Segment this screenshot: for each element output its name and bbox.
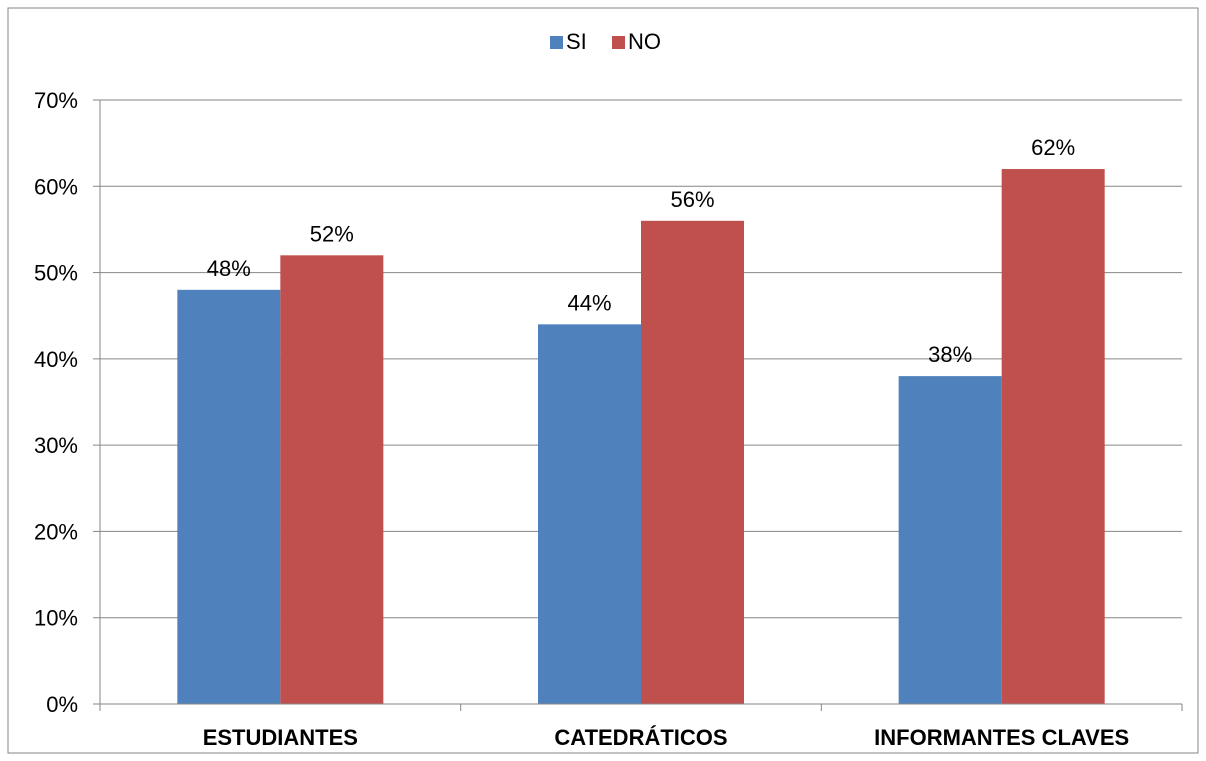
bars (177, 169, 1105, 705)
data-label: 62% (1031, 135, 1075, 160)
y-tick-label: 0% (46, 692, 78, 717)
data-label: 48% (207, 256, 251, 281)
legend-label-no: NO (628, 29, 661, 54)
x-category-label: INFORMANTES CLAVES (874, 725, 1129, 750)
y-tick-label: 40% (34, 347, 78, 372)
y-tick-label: 20% (34, 519, 78, 544)
legend-label-si: SI (566, 29, 587, 54)
data-label: 38% (928, 342, 972, 367)
y-tick-label: 10% (34, 606, 78, 631)
bar-si-2 (898, 376, 1002, 704)
labels: 0% 10% 20% 30% 40% 50% 60% 70% 48% 52% ESTUDIANTES… (34, 88, 1129, 750)
x-category-label: ESTUDIANTES (203, 725, 358, 750)
y-tick-label: 60% (34, 174, 78, 199)
axes (93, 99, 1183, 711)
bar-si-0 (177, 289, 281, 704)
y-tick-label: 70% (34, 88, 78, 113)
y-tick-label: 50% (34, 261, 78, 286)
bar-si-1 (538, 324, 641, 704)
data-label: 44% (567, 290, 611, 315)
bar-no-2 (1001, 169, 1105, 704)
legend-swatch-si (550, 36, 563, 49)
bar-no-0 (280, 255, 384, 705)
x-category-label: CATEDRÁTICOS (554, 725, 727, 750)
legend-swatch-no (612, 36, 625, 49)
legend: SI NO (550, 29, 661, 54)
data-label: 56% (670, 187, 714, 212)
bar-no-1 (641, 220, 744, 705)
data-label: 52% (310, 221, 354, 246)
y-tick-label: 30% (34, 433, 78, 458)
